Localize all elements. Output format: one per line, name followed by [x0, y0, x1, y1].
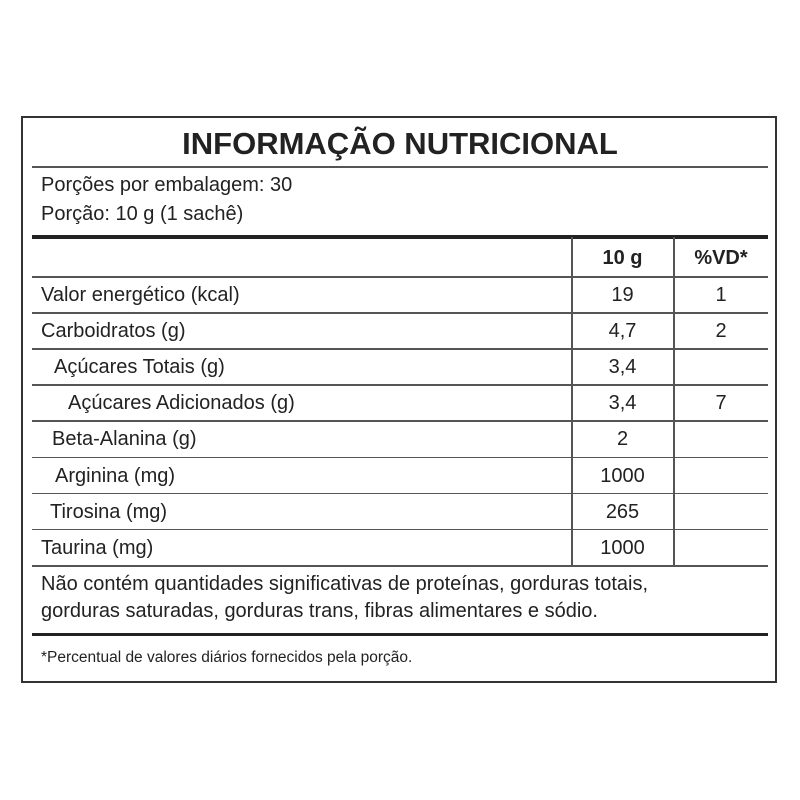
serving-size: Porção: 10 g (1 sachê)	[41, 203, 244, 225]
nutrient-amount: 265	[605, 500, 640, 523]
nutrient-amount: 3,4	[608, 392, 637, 415]
nutrient-name: Valor energético (kcal)	[41, 284, 240, 306]
thick-divider	[32, 235, 768, 239]
note-line-1: Não contém quantidades significativas de…	[41, 573, 649, 595]
thick-divider	[32, 633, 768, 636]
column-header-dv: %VD*	[694, 247, 748, 269]
nutrient-amount: 1000	[600, 536, 645, 559]
nutrient-amount: 4,7	[608, 320, 637, 343]
column-header-amount: 10 g	[602, 247, 643, 269]
nutrient-dv: 2	[715, 320, 727, 343]
divider	[32, 166, 768, 168]
nutrient-name: Açúcares Adicionados (g)	[68, 392, 295, 415]
row-divider	[32, 492, 768, 495]
row-divider	[32, 348, 768, 350]
nutrient-name: Beta-Alanina (g)	[52, 428, 197, 451]
nutrient-name: Açúcares Totais (g)	[54, 356, 225, 379]
column-divider	[673, 237, 675, 565]
nutrient-dv: 7	[715, 392, 727, 415]
nutrient-name: Tirosina (mg)	[50, 500, 168, 523]
note-line-2: gorduras saturadas, gorduras trans, fibr…	[41, 600, 598, 622]
column-divider	[571, 237, 573, 565]
row-divider	[32, 420, 768, 422]
nutrient-amount: 19	[611, 284, 634, 306]
nutrient-name: Arginina (mg)	[55, 464, 176, 487]
nutrient-name: Taurina (mg)	[41, 536, 154, 559]
label-title: INFORMAÇÃO NUTRICIONAL	[182, 126, 618, 161]
nutrient-dv: 1	[715, 284, 727, 306]
row-divider	[32, 456, 768, 458]
nutrition-facts-panel	[21, 116, 777, 683]
servings-per-package: Porções por embalagem: 30	[41, 174, 293, 196]
nutrient-amount: 1000	[600, 464, 645, 487]
row-divider	[32, 276, 768, 278]
nutrient-amount: 3,4	[608, 356, 637, 379]
row-divider	[32, 528, 768, 531]
footnote: *Percentual de valores diários fornecido…	[41, 649, 413, 666]
nutrient-name: Carboidratos (g)	[41, 320, 186, 343]
divider	[32, 565, 768, 567]
row-divider	[32, 312, 768, 314]
nutrient-amount: 2	[616, 428, 629, 451]
row-divider	[32, 384, 768, 386]
